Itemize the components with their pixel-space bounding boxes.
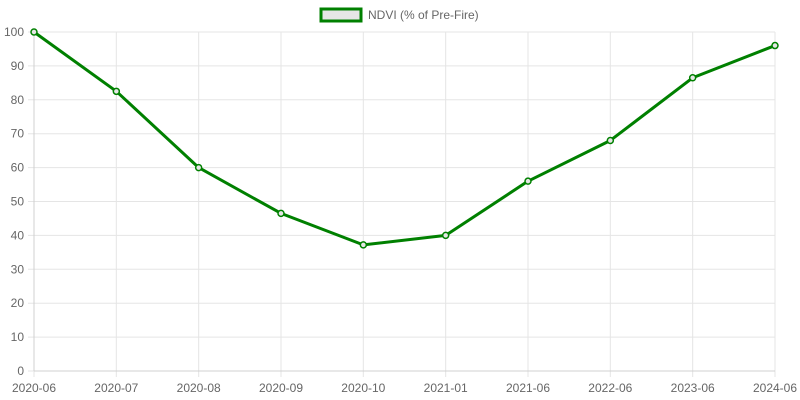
x-tick-label: 2020-10: [341, 381, 385, 395]
ndvi-data-point[interactable]: [359, 241, 368, 249]
y-tick-label: 80: [11, 93, 25, 107]
x-tick-label: 2020-07: [94, 381, 138, 395]
legend-label: NDVI (% of Pre-Fire): [368, 8, 479, 22]
y-tick-label: 90: [11, 59, 25, 73]
legend[interactable]: NDVI (% of Pre-Fire): [319, 7, 479, 23]
x-tick-label: 2021-01: [424, 381, 468, 395]
ndvi-data-point[interactable]: [771, 41, 779, 50]
y-tick-label: 70: [11, 127, 25, 141]
y-tick-label: 60: [11, 161, 25, 175]
y-axis-ticks: 0 10 20 30 40 50 60 70 80 90 100: [4, 25, 24, 378]
x-tick-label: 2021-06: [506, 381, 550, 395]
series-layer: [30, 28, 779, 249]
y-tick-label: 100: [4, 25, 24, 39]
ndvi-data-point[interactable]: [524, 177, 532, 185]
x-tick-label: 2020-09: [259, 381, 303, 395]
x-tick-label: 2022-06: [588, 381, 632, 395]
ndvi-data-point[interactable]: [112, 87, 121, 96]
y-tick-label: 30: [11, 262, 25, 276]
x-tick-label: 2020-08: [177, 381, 221, 395]
grid-layer: [28, 31, 776, 377]
legend-swatch[interactable]: [319, 7, 363, 23]
ndvi-series-line[interactable]: [32, 30, 777, 247]
ndvi-data-point[interactable]: [277, 209, 285, 218]
x-tick-label: 2023-06: [671, 381, 715, 395]
y-tick-label: 40: [11, 228, 25, 242]
x-axis-ticks: 2020-06 2020-07 2020-08 2020-09 2020-10 2021-…: [12, 381, 797, 395]
y-tick-label: 0: [17, 364, 24, 378]
y-tick-label: 20: [11, 296, 25, 310]
ndvi-data-point[interactable]: [606, 136, 615, 145]
y-tick-label: 50: [11, 195, 25, 209]
x-tick-label: 2024-06: [753, 381, 797, 395]
ndvi-data-point[interactable]: [30, 28, 38, 36]
ndvi-data-point[interactable]: [688, 74, 697, 82]
axis-layer: [33, 32, 775, 372]
x-tick-label: 2020-06: [12, 381, 56, 395]
ndvi-data-point[interactable]: [441, 231, 450, 240]
ndvi-data-point[interactable]: [194, 163, 203, 172]
y-tick-label: 10: [11, 330, 25, 344]
